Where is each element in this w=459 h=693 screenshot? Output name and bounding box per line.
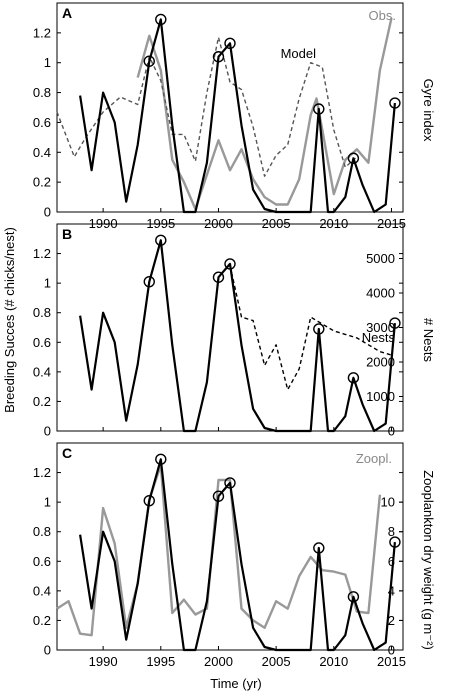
plot-frame [56,2,404,213]
circled-point [212,490,225,502]
right-y-axis-title: # Nests [421,318,436,363]
series-line-model [56,36,358,177]
series-annotation: Nests [362,330,396,345]
y-tick-label: 1 [44,495,51,510]
right-y-tick-label: 6 [388,554,395,569]
x-tick-label: 2010 [319,654,348,669]
y-tick-label: 1.2 [33,465,51,480]
x-tick-label: 2015 [377,654,406,669]
y-tick-label: 0.8 [33,524,51,539]
right-y-tick-label: 1000 [366,389,395,404]
circled-point [313,103,325,115]
y-tick-label: 1 [44,276,51,291]
y-tick-label: 0 [44,424,51,439]
y-tick-label: 0.8 [33,85,51,100]
y-tick-label: 1 [44,55,51,70]
series-line-zoopl [56,464,382,637]
circled-point [212,271,225,283]
panel-label: B [62,226,72,242]
y-tick-label: 0.8 [33,305,51,320]
plot-frame [56,442,404,651]
circled-point [347,372,360,384]
y-tick-label: 0 [44,643,51,658]
right-y-tick-label: 10 [381,495,395,510]
y-tick-label: 0 [44,205,51,220]
circled-point [389,317,401,329]
right-y-axis-title: Gyre index [421,79,436,142]
circled-point [347,152,360,164]
right-y-tick-label: 5000 [366,251,395,266]
right-y-tick-label: 2 [388,613,395,628]
right-y-tick-label: 3000 [366,320,395,335]
circled-point [155,234,167,246]
circled-point [212,51,225,63]
circled-point [155,453,167,465]
left-y-axis-title: Breeding Succes (# chicks/nest) [2,227,17,413]
series-line-breeding-success [79,18,396,214]
right-y-tick-label: 8 [388,524,395,539]
y-tick-label: 0.4 [33,364,51,379]
circled-point [389,97,401,109]
panel-label: C [62,445,72,461]
circled-point [143,55,155,67]
y-tick-label: 1.2 [33,246,51,261]
y-tick-label: 0.6 [33,335,51,350]
y-tick-label: 0.4 [33,583,51,598]
x-tick-label: 2005 [262,654,291,669]
series-line-breeding-success [79,239,396,433]
panel-label: A [62,5,72,21]
series-line-obs [136,17,393,211]
series-annotation: Obs. [369,8,396,23]
circled-point [224,37,236,50]
series-line-nests [229,265,392,391]
x-tick-label: 1990 [89,654,118,669]
panel-b: B00.20.40.60.811.2010002000300040005000#… [33,223,436,439]
x-tick-label: 2000 [204,654,233,669]
right-y-tick-label: 2000 [366,355,395,370]
y-tick-label: 0.2 [33,613,51,628]
circled-point [143,275,155,288]
circled-point [224,477,236,489]
circled-point [143,494,155,507]
y-tick-label: 0.4 [33,145,51,160]
series-annotation: Zoopl. [356,451,392,466]
panel-c: C00.20.40.60.811.20246810199019952000200… [33,442,436,669]
x-axis-title: Time (yr) [210,676,262,691]
circled-point [313,323,325,335]
right-y-axis-title: Zooplankton dry weight (g m⁻²) [421,470,436,650]
right-y-tick-label: 4000 [366,286,395,301]
series-line-breeding-success [79,458,396,652]
circled-point [347,591,360,603]
circled-point [389,536,401,548]
y-tick-label: 0.6 [33,115,51,130]
circled-point [224,258,236,270]
y-tick-label: 0.6 [33,554,51,569]
x-tick-label: 1995 [146,654,175,669]
circled-point [155,13,167,26]
series-annotation: Model [281,46,317,61]
y-tick-label: 1.2 [33,25,51,40]
circled-point [313,542,325,554]
y-tick-label: 0.2 [33,175,51,190]
y-tick-label: 0.2 [33,394,51,409]
